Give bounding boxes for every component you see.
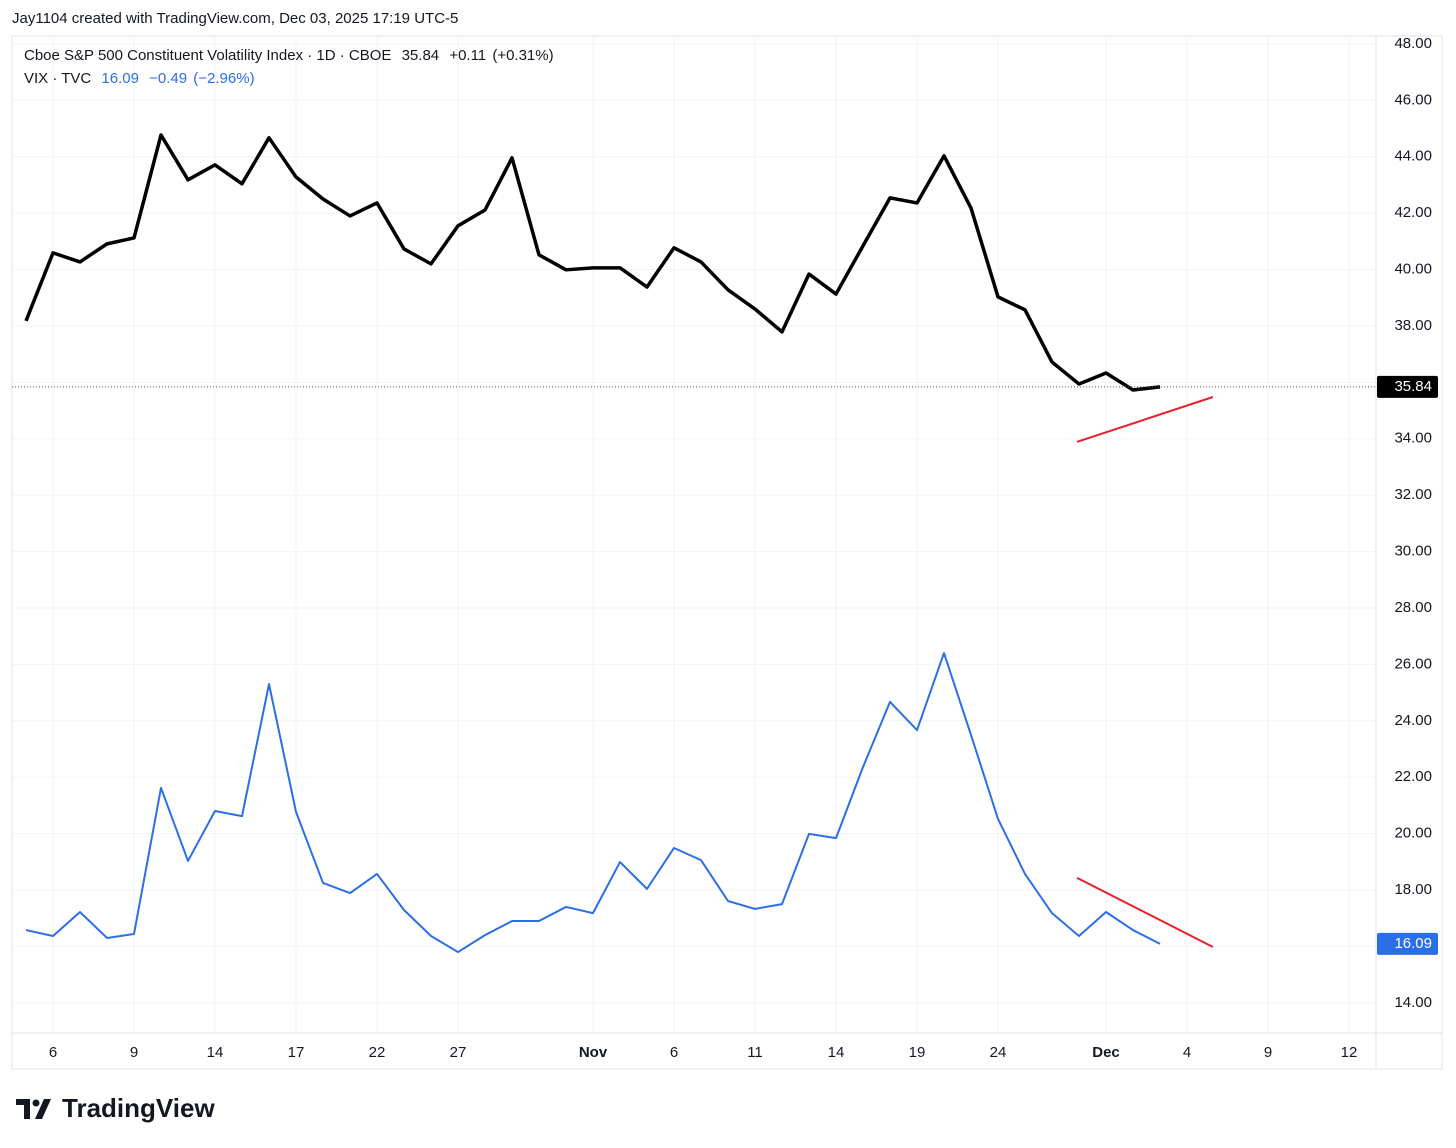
y-tick-label: 14.00	[1394, 994, 1432, 1011]
trend-line	[1076, 396, 1214, 443]
legend-change-pct: (−2.96%)	[193, 70, 254, 87]
x-tick-label: 11	[747, 1044, 763, 1061]
x-tick-label: Dec	[1092, 1044, 1120, 1061]
x-tick-label: 22	[369, 1044, 386, 1061]
legend-last: 16.09	[101, 70, 139, 87]
x-tick-label: 27	[450, 1044, 467, 1061]
frame	[11, 35, 1443, 1070]
x-tick-label: 12	[1341, 1044, 1358, 1061]
x-tick-label: 9	[1264, 1044, 1272, 1061]
x-tick-label: 4	[1183, 1044, 1191, 1061]
price-tag	[1377, 375, 1438, 398]
x-tick-label: 6	[670, 1044, 678, 1061]
y-tick-label: 28.00	[1394, 599, 1432, 616]
y-tick-label: 24.00	[1394, 712, 1432, 729]
trend-line	[1076, 876, 1214, 948]
x-tick-label: 14	[828, 1044, 845, 1061]
y-tick-label: 48.00	[1394, 35, 1432, 52]
price-tag	[1377, 932, 1438, 955]
x-tick-label: 24	[990, 1044, 1007, 1061]
legend-last: 35.84	[402, 47, 440, 64]
y-tick-label: 42.00	[1394, 204, 1432, 221]
price-tag-label: 35.84	[1394, 378, 1432, 395]
brand-logo	[16, 1099, 51, 1119]
brand: TradingView	[62, 1093, 215, 1123]
y-tick-label: 18.00	[1394, 881, 1432, 898]
y-tick-label: 32.00	[1394, 486, 1432, 503]
legend-name: VIX · TVC	[24, 70, 91, 87]
plot	[12, 133, 1376, 954]
legend-change: −0.49	[149, 70, 187, 87]
x-tick-label: Nov	[579, 1044, 608, 1061]
x-tick-label: 14	[207, 1044, 224, 1061]
price-tag-label: 16.09	[1394, 935, 1432, 952]
y-tick-label: 40.00	[1394, 260, 1432, 277]
x-tick-label: 6	[49, 1044, 57, 1061]
legend-row: Cboe S&P 500 Constituent Volatility Inde…	[24, 47, 554, 64]
series-line	[25, 652, 1161, 954]
x-tick-label: 9	[130, 1044, 138, 1061]
y-tick-label: 30.00	[1394, 543, 1432, 560]
x-tick-label: 17	[288, 1044, 305, 1061]
y-tick-label: 34.00	[1394, 430, 1432, 447]
x-tick-label: 19	[909, 1044, 926, 1061]
legend-change: +0.11	[449, 47, 486, 64]
series-line	[24, 133, 1161, 392]
y-tick-label: 44.00	[1394, 148, 1432, 165]
legend-row: VIX · TVC 16.09 −0.49 (−2.96%)	[24, 70, 255, 87]
y-tick-label: 46.00	[1394, 91, 1432, 108]
legend-name: Cboe S&P 500 Constituent Volatility Inde…	[24, 47, 391, 64]
y-tick-label: 22.00	[1394, 768, 1432, 785]
credit: Jay1104 created with TradingView.com, De…	[12, 10, 458, 27]
y-tick-label: 26.00	[1394, 655, 1432, 672]
legend-change-pct: (+0.31%)	[492, 47, 553, 64]
grid	[12, 36, 1376, 1033]
y-tick-label: 38.00	[1394, 317, 1432, 334]
y-tick-label: 20.00	[1394, 825, 1432, 842]
